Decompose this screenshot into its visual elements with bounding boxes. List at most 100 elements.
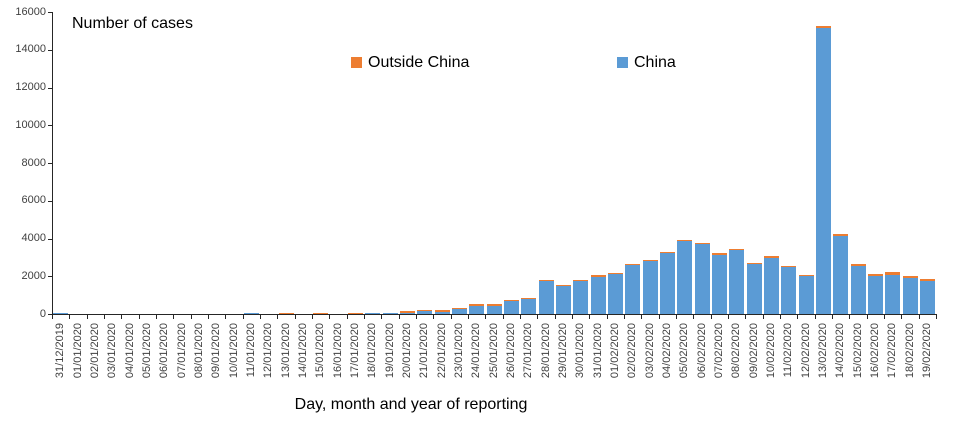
x-tick-mark (208, 315, 209, 319)
bar-outside-china (555, 284, 571, 287)
x-tick-mark (225, 315, 227, 319)
y-tick-label: 2000 (21, 269, 46, 282)
x-tick-mark (156, 315, 157, 319)
x-tick-mark (138, 315, 140, 319)
y-tick-mark (48, 12, 52, 13)
bar-china (815, 28, 831, 314)
bar-outside-china (833, 234, 849, 236)
bar-china (625, 265, 641, 314)
x-tick-mark (346, 315, 348, 319)
bar-china (365, 312, 381, 314)
bar-china (382, 312, 398, 314)
bar-outside-china (625, 263, 641, 266)
x-tick-mark (485, 315, 487, 319)
x-tick-mark (658, 315, 660, 319)
x-tick-mark (814, 315, 816, 319)
x-tick-mark (589, 315, 591, 319)
bar-outside-china (399, 311, 415, 313)
bar-outside-china (781, 266, 797, 268)
x-tick-mark (728, 315, 729, 319)
x-tick-mark (86, 315, 88, 319)
bar-china (642, 260, 658, 314)
bar-china (867, 276, 883, 314)
x-tick-mark (641, 315, 643, 319)
x-tick-mark (242, 315, 244, 319)
bar-china (469, 305, 485, 314)
y-tick-mark (48, 125, 52, 127)
x-tick-mark (849, 315, 851, 319)
legend-swatch-outside-china-icon (351, 57, 362, 68)
x-tick-mark (52, 315, 53, 319)
bar-china (399, 312, 415, 314)
bar-china (729, 250, 745, 314)
x-tick-mark (277, 315, 279, 319)
bar-china (555, 286, 571, 314)
legend-label-outside-china: Outside China (368, 54, 470, 71)
bar-outside-china (677, 239, 693, 241)
x-axis-line (52, 314, 937, 315)
x-tick-mark (762, 315, 764, 319)
bar-china (659, 252, 675, 314)
y-tick-mark (48, 49, 52, 51)
bar-outside-china (642, 259, 658, 261)
y-tick-label: 10000 (15, 118, 46, 131)
bar-china (521, 299, 537, 314)
bar-china (833, 235, 849, 314)
bar-outside-china (885, 272, 901, 276)
bar-china (781, 267, 797, 314)
bar-outside-china (902, 276, 918, 279)
legend-swatch-china-icon (617, 57, 628, 68)
y-tick-label: 12000 (15, 81, 46, 93)
bar-china (798, 275, 814, 314)
x-tick-mark (606, 315, 608, 319)
x-tick-mark (537, 315, 539, 319)
bar-outside-china (746, 262, 762, 264)
x-tick-mark (866, 315, 868, 319)
y-tick-mark (48, 238, 52, 240)
x-tick-mark (676, 315, 677, 319)
bar-outside-china (313, 312, 329, 314)
x-tick-mark (502, 315, 504, 319)
bar-outside-china (451, 307, 467, 310)
bar-china (763, 257, 779, 314)
bar-outside-china (815, 26, 831, 29)
bar-china (451, 309, 467, 314)
y-tick-label: 14000 (15, 43, 46, 56)
bar-outside-china (573, 279, 589, 282)
legend-label-china: China (634, 54, 676, 71)
x-tick-mark (554, 315, 556, 319)
x-tick-mark (450, 315, 452, 319)
bar-outside-china (607, 273, 623, 275)
bar-outside-china (278, 312, 294, 314)
bar-china (694, 244, 710, 314)
x-tick-mark (381, 315, 383, 319)
bar-outside-china (694, 242, 710, 245)
x-tick-mark (780, 315, 781, 319)
y-tick-mark (48, 87, 52, 89)
bar-china (434, 311, 450, 314)
x-tick-mark (312, 315, 313, 319)
bar-china (746, 263, 762, 314)
x-tick-mark (190, 315, 192, 319)
x-tick-mark (884, 315, 885, 319)
x-tick-mark (901, 315, 903, 319)
x-tick-mark (797, 315, 799, 319)
bar-outside-china (919, 278, 935, 281)
y-tick-mark (48, 276, 52, 278)
bar-outside-china (417, 309, 433, 312)
x-tick-mark (104, 315, 105, 319)
bar-china (607, 274, 623, 314)
x-tick-mark (936, 315, 937, 319)
chart-title: Number of cases (72, 15, 193, 32)
y-tick-mark (48, 314, 52, 315)
x-tick-mark (398, 315, 400, 319)
y-tick-label: 6000 (21, 194, 46, 207)
x-tick-mark (918, 315, 920, 319)
x-tick-mark (468, 315, 469, 319)
bar-china (538, 280, 554, 314)
x-tick-mark (69, 315, 71, 319)
bar-outside-china (486, 304, 502, 306)
bar-outside-china (503, 300, 519, 302)
bar-china (243, 313, 259, 314)
y-tick-label: 16000 (15, 5, 46, 18)
